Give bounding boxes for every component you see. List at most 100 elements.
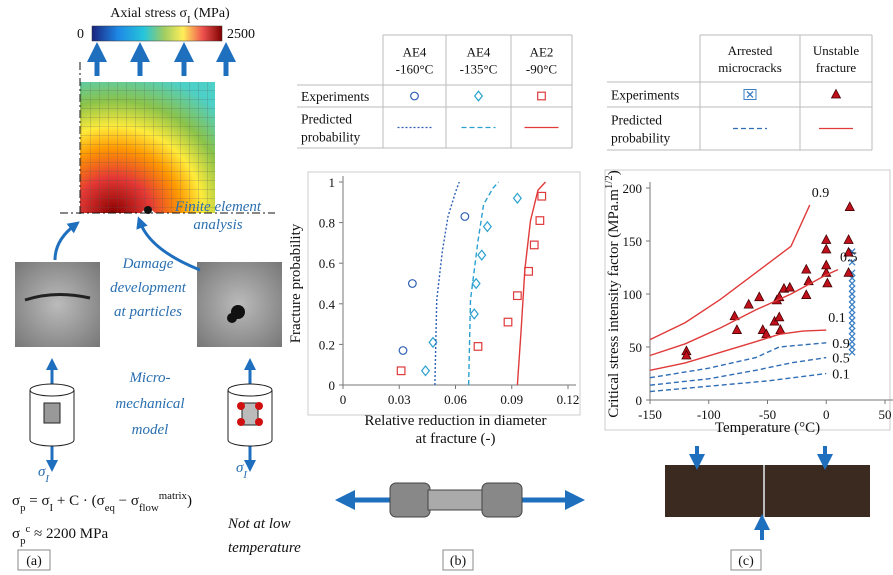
curve-label: 0.5 [840, 251, 858, 266]
legend-marker [410, 91, 419, 101]
text-part: Critical stress intensity factor (MPa.m [606, 189, 622, 418]
x-tick-label: 0.06 [444, 392, 467, 407]
point [821, 234, 832, 244]
point [843, 234, 854, 244]
table-header: -135°C [460, 62, 498, 77]
point [848, 290, 856, 298]
equation: σp = σI + C · (σeq − σflowmatrix) [12, 490, 192, 514]
cylinder-left [29, 358, 75, 472]
text-part: ) [187, 493, 192, 509]
colorbar [91, 25, 223, 42]
panel-label: (a) [26, 554, 42, 569]
damage-label: at particles [114, 304, 182, 320]
y-tick-label: 0.4 [319, 297, 336, 312]
text-part: σ [38, 464, 46, 480]
point [398, 346, 408, 355]
chart-frame [307, 171, 581, 416]
link-arrow [53, 221, 80, 261]
point [822, 277, 833, 288]
point [743, 298, 754, 309]
point [848, 348, 856, 356]
x-tick-label: -100 [697, 407, 721, 422]
point [801, 289, 812, 299]
fe-mesh-lines [80, 82, 215, 213]
point [681, 349, 692, 360]
point [848, 327, 856, 335]
point [848, 258, 856, 266]
colorbar-title: Axial stress σI (MPa) [110, 6, 230, 26]
panel-label-box [442, 549, 474, 571]
point [754, 291, 765, 302]
legend-marker [746, 91, 754, 98]
point [775, 324, 786, 334]
fe-label: Finite element [174, 199, 262, 215]
specimen-c [665, 446, 870, 540]
curve-label: 0.5 [832, 352, 850, 367]
y-tick-label: 0 [329, 378, 336, 393]
load-arrows [87, 42, 236, 76]
curve [649, 342, 827, 379]
sem-particle [227, 313, 237, 323]
curve [467, 181, 500, 386]
point [821, 243, 832, 254]
legend-marker [537, 91, 546, 101]
x-tick-label: 0 [823, 407, 830, 422]
text-part: I [242, 469, 248, 481]
point [482, 220, 492, 233]
text-part: + C · (σ [53, 493, 105, 509]
panel-label-box [17, 549, 51, 571]
specimen-b [335, 482, 585, 518]
point [503, 317, 513, 327]
point [471, 277, 481, 290]
table-header: Arrested [728, 43, 773, 58]
point [512, 291, 522, 301]
cylinder-right [227, 358, 273, 472]
x-tick-label: 0.03 [388, 392, 411, 407]
table-row-label: probability [611, 131, 670, 146]
text-part: c [26, 523, 31, 535]
point [801, 263, 812, 274]
sem-crack [24, 292, 91, 302]
panel-label: (c) [738, 554, 754, 569]
table-row-label: Experiments [611, 88, 679, 103]
point [537, 191, 547, 201]
point [848, 311, 856, 319]
text-part: matrix [159, 490, 188, 502]
y-tick-label: 150 [623, 234, 643, 249]
text-part: σ [12, 526, 20, 542]
table-header: fracture [816, 60, 857, 75]
y-axis-title: Fracture probability [288, 223, 304, 343]
x-axis-title: Temperature (°C) [715, 420, 820, 436]
colorbar-min: 0 [77, 27, 84, 42]
y-tick-label: 200 [623, 181, 643, 196]
y-tick-label: 0.6 [319, 256, 336, 271]
point [407, 279, 417, 288]
point [843, 246, 854, 257]
fe-label: analysis [193, 217, 242, 233]
link-arrow [136, 216, 201, 272]
panel-label: (b) [450, 554, 467, 569]
text-part: I [44, 473, 50, 485]
point [821, 259, 832, 270]
curve [649, 372, 827, 393]
x-tick-label: 50 [879, 407, 892, 422]
text-part: (MPa) [190, 6, 230, 21]
legend-marker [830, 88, 842, 99]
curve [434, 181, 460, 386]
point [848, 285, 856, 293]
table-header: -160°C [396, 62, 434, 77]
y-tick-label: 0.8 [319, 216, 335, 231]
text-part: flow [139, 502, 159, 514]
point [512, 192, 522, 205]
text-part: p [20, 502, 25, 514]
table-row-label: probability [301, 130, 360, 145]
point [848, 332, 856, 340]
point [477, 249, 487, 261]
curve [516, 181, 547, 386]
model-label: Micro- [128, 370, 170, 386]
table-header: AE2 [530, 45, 554, 60]
curve-label: 0.9 [832, 337, 850, 352]
damage-label: Damage [122, 256, 174, 272]
point [848, 338, 856, 346]
